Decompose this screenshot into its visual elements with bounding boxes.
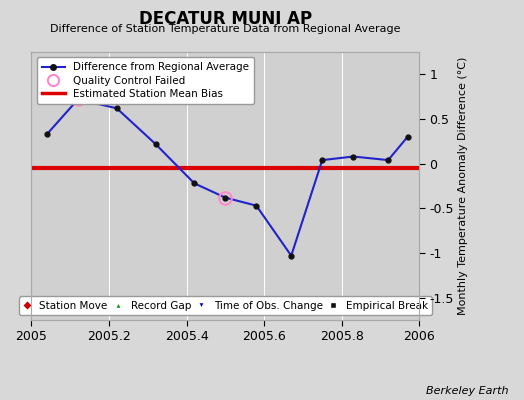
Text: DECATUR MUNI AP: DECATUR MUNI AP <box>139 10 312 28</box>
Text: Difference of Station Temperature Data from Regional Average: Difference of Station Temperature Data f… <box>50 24 400 34</box>
Text: Berkeley Earth: Berkeley Earth <box>426 386 508 396</box>
Legend: Station Move, Record Gap, Time of Obs. Change, Empirical Break: Station Move, Record Gap, Time of Obs. C… <box>18 296 432 315</box>
Y-axis label: Monthly Temperature Anomaly Difference (°C): Monthly Temperature Anomaly Difference (… <box>458 57 468 315</box>
